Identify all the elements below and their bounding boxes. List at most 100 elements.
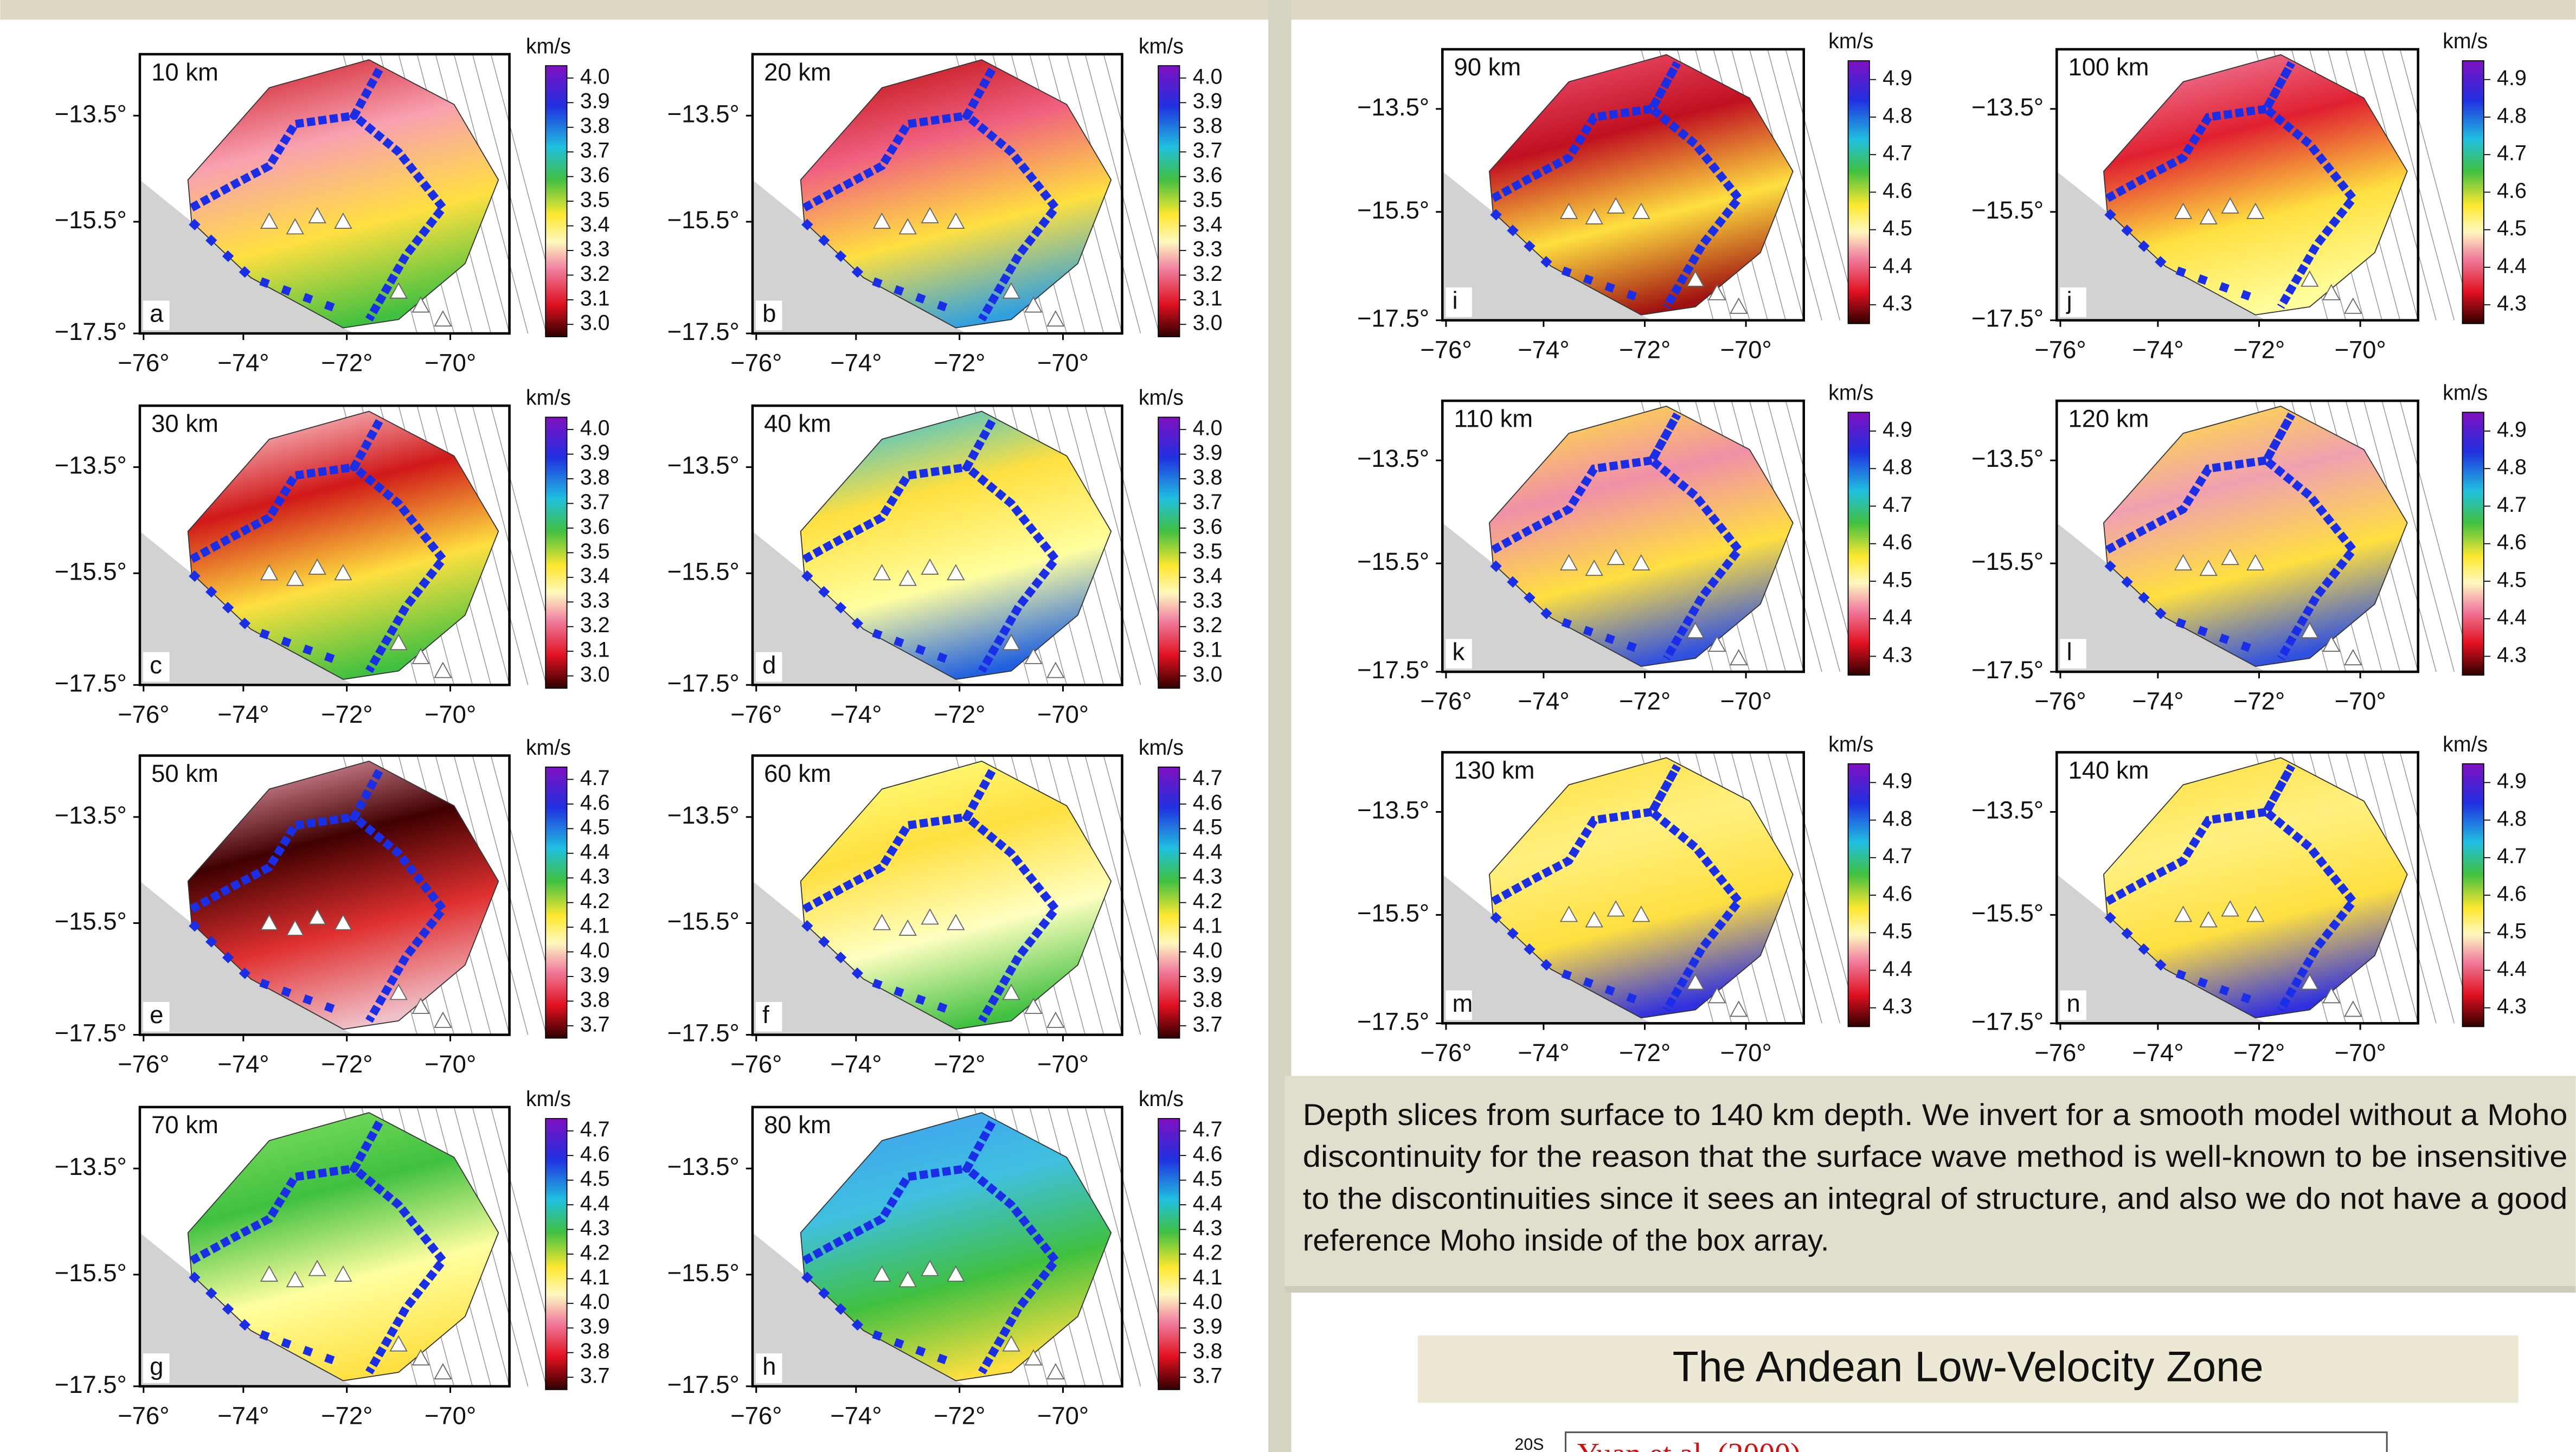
colorbar-tick-label: 4.6 xyxy=(1883,530,1912,554)
station-line xyxy=(2105,763,2359,1012)
colorbar-tick-label: 3.5 xyxy=(580,539,610,563)
map-frame xyxy=(138,53,511,335)
depth-label-bg xyxy=(143,57,235,87)
volcano xyxy=(898,1271,917,1288)
volcano xyxy=(898,919,917,936)
volcano xyxy=(389,1335,408,1352)
colorbar-tick-label: 4.0 xyxy=(580,416,610,440)
colorbar-tick-label: 3.0 xyxy=(580,663,610,686)
volcano xyxy=(1024,998,1043,1014)
colorbar-tick-label: 4.5 xyxy=(1883,568,1912,592)
colorbar-tick-label: 3.7 xyxy=(580,490,610,514)
colorbar-tick-label: 3.6 xyxy=(1193,163,1223,187)
volcano xyxy=(1002,984,1020,1000)
colorbar xyxy=(545,416,568,689)
colorbar-tick-label: 3.7 xyxy=(1193,1012,1223,1036)
colorbar-unit: km/s xyxy=(526,736,571,760)
letter-bg xyxy=(2060,639,2086,669)
colorbar-tick-label: 4.3 xyxy=(1883,292,1912,316)
x-tick-label: −76° xyxy=(1420,688,1472,715)
x-tick-label: −72° xyxy=(934,1050,985,1078)
colorbar xyxy=(545,65,568,337)
map-frame xyxy=(138,404,511,686)
volcano xyxy=(308,558,326,575)
land xyxy=(1442,523,1652,672)
section-title: The Andean Low-Velocity Zone xyxy=(1673,1342,2264,1390)
colorbar-tick-label: 3.3 xyxy=(580,589,610,613)
colorbar-tick-label: 4.6 xyxy=(2497,882,2527,905)
map-panel: 70 km g −13.5° −15.5° −17.5° −76° −74° −72° −70°… xyxy=(55,1087,610,1429)
depth-label-bg xyxy=(143,1110,235,1140)
y-tick-label: −13.5° xyxy=(1357,796,1429,824)
volcano xyxy=(1708,635,1726,652)
station-line xyxy=(802,1119,1061,1374)
volcano xyxy=(1607,900,1625,917)
contour xyxy=(2399,752,2473,1024)
x-tick-label: −70° xyxy=(425,1050,476,1078)
panel-letter: j xyxy=(2065,286,2072,314)
colorbar-tick-label: 4.6 xyxy=(1193,791,1223,814)
depth-label: 20 km xyxy=(764,58,831,86)
volcano xyxy=(872,212,891,229)
volcano xyxy=(872,564,891,581)
colorbar xyxy=(1158,416,1180,689)
colorbar xyxy=(1847,412,1870,676)
volcano xyxy=(286,1271,304,1288)
station-line xyxy=(2105,61,2359,309)
volcano xyxy=(898,569,917,586)
colorbar-tick-label: 3.3 xyxy=(1193,237,1223,261)
colorbar-tick-label: 3.5 xyxy=(580,188,610,212)
panel-letter: e xyxy=(150,1001,163,1029)
velocity-field xyxy=(800,760,1112,1030)
colorbar-tick-label: 4.2 xyxy=(1193,889,1223,913)
volcano xyxy=(2174,905,2193,922)
colorbar-tick-label: 4.4 xyxy=(1193,1191,1223,1215)
y-tick-label: −17.5° xyxy=(667,318,740,345)
volcano xyxy=(921,558,939,575)
volcano xyxy=(1607,549,1625,566)
volcano xyxy=(434,310,452,327)
volcano xyxy=(260,914,279,930)
volcano xyxy=(2174,554,2193,571)
colorbar-tick-label: 3.8 xyxy=(1193,465,1223,489)
colorbar-tick-label: 3.6 xyxy=(1193,515,1223,538)
colorbar-tick-label: 3.2 xyxy=(1193,613,1223,637)
volcano xyxy=(1046,310,1065,327)
land xyxy=(752,1232,967,1386)
colorbar-tick-label: 3.5 xyxy=(1193,539,1223,563)
volcano xyxy=(286,218,304,235)
volcano xyxy=(1585,911,1603,928)
y-tick-label: −17.5° xyxy=(55,318,127,345)
x-tick-label: −74° xyxy=(2132,688,2183,715)
colorbar-tick-label: 4.3 xyxy=(2497,292,2527,316)
colorbar-unit: km/s xyxy=(2443,29,2488,53)
volcano xyxy=(2221,549,2239,566)
letter-bg xyxy=(1446,287,1472,317)
colorbar-tick-label: 4.4 xyxy=(2497,254,2527,278)
volcano xyxy=(389,282,408,299)
colorbar-tick-label: 4.3 xyxy=(1883,643,1912,667)
y-tick-label: −17.5° xyxy=(1357,1007,1429,1035)
colorbar-tick-label: 3.8 xyxy=(580,1339,610,1363)
x-tick-label: −70° xyxy=(1037,1050,1089,1078)
colorbar-tick-label: 4.6 xyxy=(580,1142,610,1166)
x-tick-label: −72° xyxy=(1619,1039,1671,1066)
volcano xyxy=(1632,202,1650,219)
x-tick-label: −70° xyxy=(2334,1039,2386,1066)
map-panel: 100 km j −13.5° −15.5° −17.5° −76° −74° −72° −70… xyxy=(1971,29,2527,363)
x-tick-label: −76° xyxy=(1420,1039,1472,1066)
colorbar-unit: km/s xyxy=(1139,736,1184,760)
volcano xyxy=(1585,208,1603,224)
x-tick-label: −70° xyxy=(1037,1402,1089,1429)
x-tick-label: −70° xyxy=(1037,701,1089,728)
x-tick-label: −74° xyxy=(1518,688,1569,715)
colorbar xyxy=(1158,766,1180,1039)
volcano xyxy=(2344,297,2362,314)
depth-label-bg xyxy=(1446,52,1538,82)
volcano xyxy=(412,647,430,664)
colorbar-tick-label: 4.0 xyxy=(580,1290,610,1314)
volcano xyxy=(1046,1011,1065,1028)
depth-label-bg xyxy=(143,409,235,439)
volcano xyxy=(921,908,939,925)
y-tick-label: −15.5° xyxy=(1357,196,1429,224)
